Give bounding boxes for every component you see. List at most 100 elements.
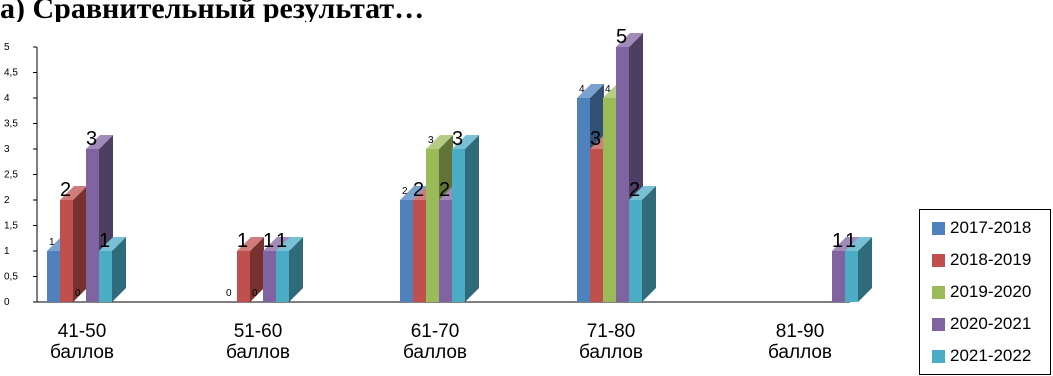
legend-swatch	[932, 253, 945, 267]
bar-front-face	[263, 251, 276, 302]
legend-label: 2018-2019	[950, 250, 1032, 269]
data-label: 3	[86, 128, 97, 150]
data-label: 5	[616, 26, 627, 48]
data-label: 2	[60, 179, 71, 201]
bar-front-face	[832, 251, 845, 302]
legend-label: 2021-2022	[950, 346, 1032, 365]
legend-item: 2019-2020	[932, 281, 1031, 303]
data-label: 4	[579, 84, 585, 95]
x-tick-unit: баллов	[49, 342, 115, 363]
x-tick-unit: баллов	[578, 342, 644, 363]
bar-front-face	[237, 251, 250, 302]
bar-front-face	[629, 200, 642, 302]
data-label: 0	[252, 288, 258, 299]
x-tick-label: 51-60 баллов	[198, 321, 318, 363]
data-label: 1	[832, 230, 843, 252]
bar-top-face	[60, 186, 87, 200]
legend-label: 2019-2020	[950, 282, 1032, 301]
x-tick-range: 71-80	[586, 321, 636, 342]
legend-swatch	[932, 221, 945, 235]
data-label: 0	[75, 288, 81, 299]
data-label: 1	[845, 230, 856, 252]
bar-front-face	[603, 98, 616, 302]
data-label: 1	[276, 230, 287, 252]
legend-label: 2017-2018	[950, 218, 1032, 237]
legend-label: 2020-2021	[950, 314, 1032, 333]
bar-front-face	[86, 149, 99, 302]
bar-front-face	[99, 251, 112, 302]
bar-top-face	[263, 237, 290, 251]
bar-top-face	[845, 237, 872, 251]
legend-swatch	[932, 349, 945, 363]
x-tick-label: 81-90 баллов	[740, 321, 860, 363]
y-tick-label: 0,5	[4, 272, 18, 283]
y-tick-label: 0	[4, 297, 10, 308]
bar-front-face	[439, 200, 452, 302]
y-tick-label: 3,5	[4, 119, 18, 130]
x-tick-range: 51-60	[233, 321, 283, 342]
bar	[237, 237, 264, 302]
y-tick-label: 5	[4, 42, 10, 53]
y-tick-label: 2	[4, 195, 10, 206]
bar-top-face	[99, 237, 126, 251]
bar-top-face	[86, 135, 113, 149]
legend-item: 2018-2019	[932, 249, 1031, 271]
x-tick-range: 41-50	[57, 321, 107, 342]
bar	[845, 237, 872, 302]
y-tick-label: 4,5	[4, 68, 18, 79]
bar-top-face	[832, 237, 859, 251]
bar-top-face	[426, 135, 453, 149]
chart-title-fragment: а) Сравнительный результат…	[0, 0, 425, 22]
data-label: 2	[629, 179, 640, 201]
y-tick-label: 1	[4, 246, 10, 257]
data-label: 1	[49, 237, 55, 248]
y-tick-label: 1,5	[4, 221, 18, 232]
x-tick-label: 61-70 баллов	[375, 321, 495, 363]
legend: 2017-2018 2018-2019 2019-2020 2020-2021 2021…	[919, 209, 1051, 375]
data-label: 1	[263, 230, 274, 252]
bar-side-face	[73, 186, 87, 302]
bar-top-face	[629, 186, 656, 200]
bar-front-face	[845, 251, 858, 302]
y-tick-label: 4	[4, 93, 10, 104]
data-label: 3	[590, 128, 601, 150]
bar-top-face	[452, 135, 479, 149]
y-tick-label: 3	[4, 144, 10, 155]
bar-side-face	[642, 186, 656, 302]
data-label: 1	[99, 230, 110, 252]
bar-side-face	[112, 237, 126, 302]
x-tick-range: 81-90	[775, 321, 825, 342]
bar-side-face	[289, 237, 303, 302]
bar-top-face	[577, 84, 604, 98]
bar-front-face	[413, 200, 426, 302]
bar-front-face	[426, 149, 439, 302]
bar-front-face	[590, 149, 603, 302]
legend-item: 2021-2022	[932, 345, 1031, 367]
legend-swatch	[932, 317, 945, 331]
bar	[629, 186, 656, 302]
bar-top-face	[400, 186, 427, 200]
bar-front-face	[616, 47, 629, 302]
bar	[452, 135, 479, 302]
data-label: 2	[402, 186, 408, 197]
bar-front-face	[452, 149, 465, 302]
legend-item: 2017-2018	[932, 217, 1031, 239]
x-tick-range: 61-70	[410, 321, 460, 342]
x-tick-unit: баллов	[225, 342, 291, 363]
bar	[99, 237, 126, 302]
x-tick-unit: баллов	[767, 342, 833, 363]
data-label: 3	[452, 128, 463, 150]
x-tick-label: 41-50 баллов	[22, 321, 142, 363]
bar-side-face	[465, 135, 479, 302]
bar-top-face	[616, 33, 643, 47]
legend-swatch	[932, 285, 945, 299]
data-label: 1	[237, 230, 248, 252]
data-label: 4	[605, 84, 611, 95]
bar-front-face	[577, 98, 590, 302]
bar-side-face	[250, 237, 264, 302]
bar-front-face	[276, 251, 289, 302]
data-label: 2	[413, 179, 424, 201]
bar	[60, 186, 87, 302]
